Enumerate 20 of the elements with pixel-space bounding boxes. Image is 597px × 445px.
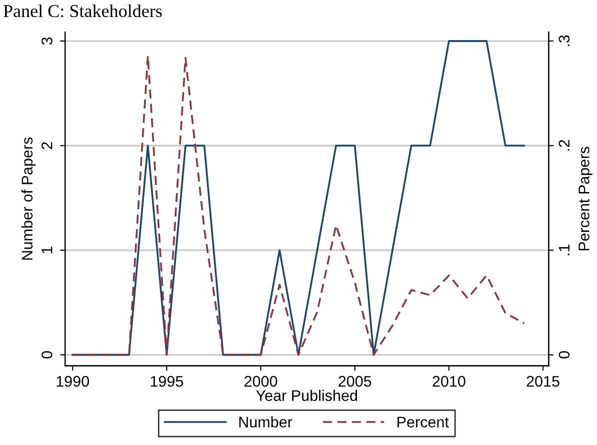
y2-tick-label: .2	[558, 140, 570, 151]
x-tick-label: 2010	[432, 376, 466, 387]
y2-tick-label: .3	[558, 35, 570, 46]
x-tick-label: 2000	[244, 376, 278, 387]
x-tick-label: 1990	[56, 376, 89, 387]
y-axis-title: Number of Papers	[21, 137, 36, 260]
y-tick-label: 1	[42, 246, 52, 254]
y2-tick-label: .1	[558, 244, 570, 256]
x-tick-label: 2005	[338, 376, 372, 387]
y2-tick-label: 0	[558, 351, 570, 358]
y-tick-label: 3	[42, 37, 52, 45]
legend-label: Percent	[398, 416, 449, 428]
y-tick-label: 2	[42, 142, 52, 150]
chart-title: Panel C: Stakeholders	[4, 4, 162, 18]
y2-axis-title: Percent Papers	[578, 146, 592, 250]
x-axis-title: Year Published	[256, 390, 357, 401]
x-tick-label: 1995	[150, 376, 184, 387]
y-tick-label: 0	[42, 351, 52, 358]
x-tick-label: 2015	[526, 376, 560, 387]
legend-label: Number	[239, 416, 292, 428]
